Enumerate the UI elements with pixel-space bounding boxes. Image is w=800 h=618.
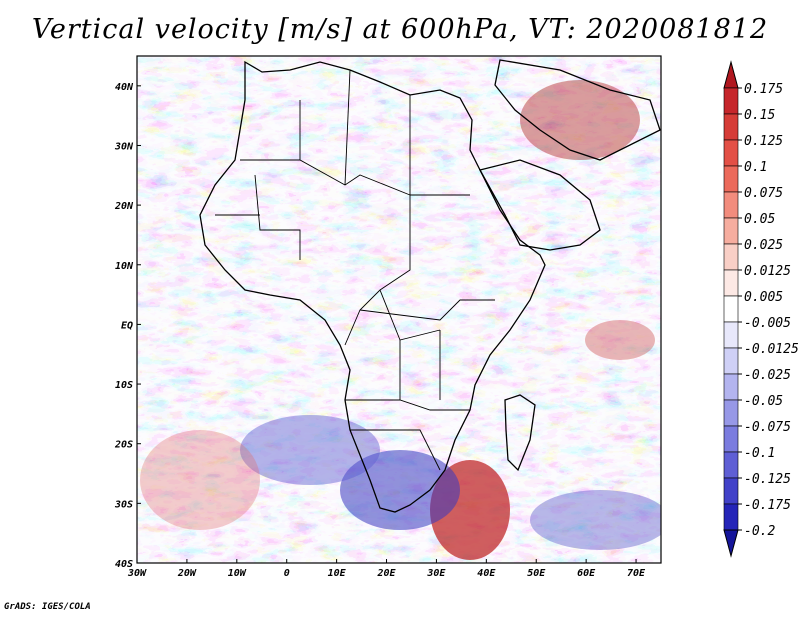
colorbar-label: 0.175 [744,82,783,97]
colorbar-segment [723,87,739,115]
colorbar-label: -0.05 [744,394,783,409]
lat-tick-label: 10S [115,380,133,391]
lat-tick-label: 30S [114,499,133,510]
colorbar-label: 0.025 [744,238,783,253]
lat-tick-label: 20N [114,201,134,212]
colorbar-label: 0.0125 [744,264,791,279]
coastlines [199,59,661,513]
colorbar: 0.175 0.15 0.125 0.1 0.075 0.05 0.025 0.0125 0.0… [723,60,799,558]
colorbar-segment [723,425,739,453]
colorbar-segment [723,269,739,297]
colorbar-segment [723,477,739,505]
colorbar-segment [723,399,739,427]
colorbar-segment [723,451,739,479]
colorbar-label: -0.0125 [744,342,799,357]
colorbar-segment [723,295,739,323]
colorbar-segment [723,347,739,375]
colorbar-label: -0.1 [744,446,775,461]
colorbar-label: -0.025 [744,368,791,383]
country-borders [215,69,495,471]
colorbar-segment [723,165,739,193]
colorbar-label: 0.1 [744,160,767,175]
lat-tick-label: 40N [115,82,134,93]
colorbar-label: 0.005 [744,290,783,305]
lon-tick-label: 70E [627,568,646,579]
lon-tick-label: 0 [284,568,290,579]
colorbar-label: 0.125 [744,134,783,149]
map-title: Vertical velocity [m/s] at 600hPa, VT: 2… [31,14,769,45]
lon-tick-label: 10W [228,568,247,579]
colorbar-label: -0.2 [744,524,775,539]
colorbar-segment [723,191,739,219]
lat-tick-label: EQ [121,320,133,331]
lon-tick-label: 60E [577,568,596,579]
credit-label: GrADS: IGES/COLA [4,602,91,612]
colorbar-bottom-arrow [723,529,739,558]
colorbar-label: -0.125 [744,472,791,487]
colorbar-segment [723,503,739,531]
lon-tick-label: 10E [328,568,347,579]
lon-tick-label: 30W [127,568,147,579]
map-frame [136,55,662,564]
colorbar-label: 0.05 [744,212,775,227]
lat-tick-label: 10N [115,261,134,272]
lon-tick-label: 20E [376,568,396,579]
colorbar-label: -0.005 [744,316,791,331]
lon-tick-label: 50E [527,568,546,579]
lon-tick-label: 30E [426,568,446,579]
colorbar-label: -0.075 [744,420,791,435]
lat-tick-label: 20S [114,440,133,451]
lon-axis: 30W 20W 10W 0 10E 20E 30E 40E 50E 60E 70E [127,559,646,579]
colorbar-segment [723,373,739,401]
colorbar-label: 0.15 [744,108,775,123]
colorbar-segment [723,139,739,167]
colorbar-segment [723,243,739,271]
colorbar-segment [723,113,739,141]
lon-tick-label: 20W [177,568,197,579]
lat-axis: 40N 30N 20N 10N EQ 10S 20S 30S 40S [114,82,141,570]
colorbar-segment [723,217,739,245]
colorbar-segment [723,321,739,349]
lat-tick-label: 30N [114,141,134,152]
colorbar-label: -0.175 [744,498,791,513]
lon-tick-label: 40E [477,568,496,579]
colorbar-label: 0.075 [744,186,783,201]
velocity-field [137,56,661,563]
colorbar-top-arrow [723,60,739,89]
lat-tick-label: 40S [115,559,133,570]
